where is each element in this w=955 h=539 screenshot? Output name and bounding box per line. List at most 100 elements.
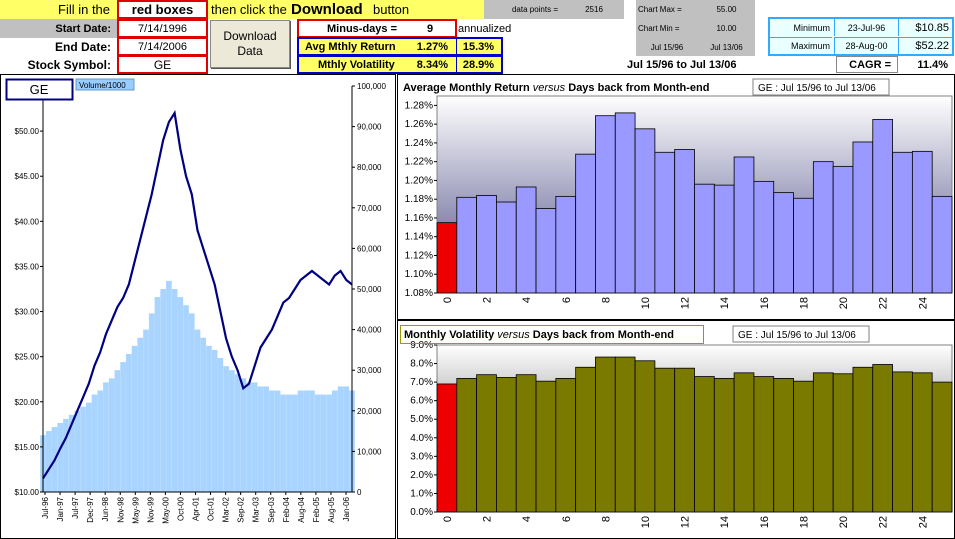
volume-bar	[120, 362, 126, 492]
volume-bar	[257, 386, 264, 492]
volume-bar	[326, 394, 332, 492]
volume-bar	[183, 305, 189, 492]
y-tick-label: 1.12%	[405, 250, 433, 261]
y-tick-label: $40.00	[15, 217, 40, 226]
download-data-button[interactable]: Download Data	[210, 20, 290, 68]
chart-start-date: Jul 15/96	[636, 38, 698, 56]
max-date: 28-Aug-00	[834, 37, 898, 54]
bar	[832, 165, 854, 294]
bar	[595, 356, 616, 513]
volume-bar	[263, 386, 269, 492]
bar	[753, 376, 775, 513]
volume-legend-label: Volume/1000	[79, 81, 126, 90]
y-tick-label: 1.20%	[405, 175, 433, 186]
x-tick-label: 10	[640, 297, 652, 309]
volume-bar	[234, 374, 241, 492]
y-tick-label: 8.0%	[410, 359, 433, 370]
bar	[496, 201, 517, 294]
start-date-label: Start Date:	[0, 19, 117, 38]
y-tick-label: 1.14%	[405, 232, 433, 243]
volatility-box	[297, 55, 503, 74]
y-tick-label: 1.26%	[405, 119, 433, 130]
volume-bar	[126, 353, 132, 492]
bar	[773, 378, 794, 513]
x-tick-label: 4	[521, 297, 533, 303]
bar	[911, 150, 933, 294]
bar	[892, 151, 913, 294]
x-tick-label: 8	[600, 297, 612, 303]
y-tick-label: $35.00	[15, 262, 40, 271]
volume-bar	[274, 390, 281, 492]
bar	[713, 184, 735, 294]
max-label: Maximum	[770, 37, 832, 54]
volume-bar	[240, 378, 247, 492]
volume-bar	[103, 382, 109, 492]
avg-return-label: Avg Mthly Return	[305, 40, 396, 53]
bar	[595, 115, 616, 294]
volume-bar	[45, 431, 52, 492]
cagr-value: 11.4%	[917, 58, 948, 71]
bar	[456, 196, 478, 294]
minus-days-box: Minus-days = 9	[297, 19, 457, 38]
y2-tick-label: 70,000	[357, 204, 382, 213]
bar	[496, 377, 517, 513]
bar	[575, 366, 596, 513]
y-tick-label: 1.0%	[410, 488, 433, 499]
volume-bar	[177, 297, 184, 492]
instruction-then-click: then click the	[211, 2, 287, 17]
instruction-fill-in: Fill in the	[58, 2, 111, 17]
title-part1: Monthly Volatility	[404, 329, 497, 341]
bar	[872, 119, 893, 294]
price-line	[42, 110, 353, 480]
bar	[674, 149, 695, 294]
red-boxes-label: red boxes	[117, 0, 208, 19]
x-tick-label: 6	[561, 297, 573, 303]
y2-tick-label: 30,000	[357, 366, 382, 375]
volume-bar	[80, 406, 86, 492]
title-part2: Days back from Month-end	[530, 329, 674, 341]
return-title: Average Monthly Return versus Days back …	[403, 82, 709, 94]
end-date-input[interactable]: 7/14/2006	[117, 37, 208, 56]
vol-title-box	[400, 325, 704, 344]
bar	[535, 380, 557, 513]
minus-days-value[interactable]: 9	[427, 22, 434, 35]
volume-legend-box	[75, 78, 135, 91]
volume-bar	[229, 370, 235, 492]
title-part1: Average Monthly Return	[403, 82, 533, 94]
y2-tick-label: 80,000	[357, 163, 382, 172]
y-tick-label: 5.0%	[410, 414, 433, 425]
volatility-label: Mthly Volatility	[318, 58, 395, 71]
start-date-input[interactable]: 7/14/1996	[117, 19, 208, 38]
min-label: Minimum	[793, 22, 830, 33]
y-tick-label: 9.0%	[410, 340, 433, 351]
bar	[436, 222, 458, 294]
volume-bar	[63, 418, 69, 492]
bar	[555, 195, 577, 294]
min-value: $10.85	[898, 19, 952, 36]
bar	[515, 374, 537, 513]
bar	[812, 161, 834, 294]
bar	[911, 372, 933, 513]
volume-bar	[337, 386, 344, 492]
x-tick-label: 20	[838, 297, 850, 309]
x-tick-label: Apr-01	[192, 496, 201, 521]
x-tick-label: 16	[759, 516, 771, 528]
y2-tick-label: 90,000	[357, 123, 382, 132]
bar	[654, 151, 676, 294]
volume-bar	[332, 390, 338, 492]
y-tick-label: $20.00	[15, 398, 40, 407]
symbol-label: GE	[30, 82, 49, 97]
x-tick-label: Jun-98	[101, 496, 110, 521]
x-tick-label: Nov-99	[146, 496, 155, 522]
stock-symbol-input[interactable]: GE	[117, 55, 208, 74]
y-tick-label: 3.0%	[410, 451, 433, 462]
volatility-chart: 0.0% 1.0% 2.0% 3.0% 4.0% 5.0% 6.0% 7.0% 8.0% 9.0%…	[397, 320, 955, 539]
volume-bar	[211, 349, 218, 492]
volume-bar	[251, 382, 258, 492]
volume-bar	[114, 370, 121, 492]
instruction-download-word: Download	[291, 1, 363, 18]
volume-bar	[91, 394, 98, 492]
y-tick-label: 1.10%	[405, 269, 433, 280]
volume-bar	[188, 313, 195, 492]
bar	[614, 112, 636, 294]
